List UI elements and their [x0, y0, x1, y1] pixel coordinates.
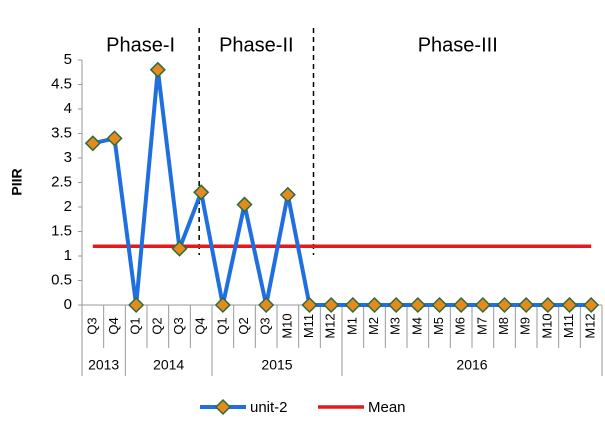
group-label: 2014: [153, 357, 184, 373]
y-tick-label: 4: [64, 100, 72, 117]
marker: [171, 240, 188, 257]
y-tick-label: 0: [64, 296, 72, 313]
y-tick-label: 1: [64, 247, 72, 264]
phase-label: Phase-I: [106, 34, 175, 56]
legend-marker: [214, 398, 232, 416]
marker: [496, 296, 513, 314]
y-tick-label: 2: [64, 198, 72, 215]
group-label: 2016: [456, 357, 487, 373]
marker: [193, 184, 210, 201]
x-tick-label: M12: [323, 313, 338, 338]
series-line: [92, 67, 592, 307]
marker: [409, 296, 426, 314]
y-tick-label: 4.5: [51, 75, 72, 92]
x-tick-label: M5: [431, 317, 446, 335]
y-tick-label: 3.5: [51, 124, 72, 141]
phase-label: Phase-II: [219, 34, 293, 56]
x-tick-label: M1: [344, 317, 359, 335]
x-tick-label: Q3: [171, 317, 186, 334]
marker: [106, 130, 123, 147]
marker: [474, 296, 491, 314]
x-tick-label: Q2: [236, 317, 251, 334]
x-tick-label: M9: [518, 317, 533, 335]
marker: [84, 135, 101, 152]
x-tick-label: Q3: [258, 317, 273, 334]
marker: [323, 296, 340, 314]
y-tick-label: 1.5: [51, 222, 72, 239]
x-tick-label: M7: [474, 317, 489, 335]
legend-label: unit-2: [250, 399, 288, 416]
marker: [366, 296, 383, 314]
marker: [214, 296, 231, 314]
x-tick-label: Q1: [214, 317, 229, 334]
x-tick-label: M11: [301, 314, 316, 338]
x-tick-label: M6: [453, 317, 468, 335]
marker: [561, 296, 578, 314]
x-tick-label: Q2: [149, 317, 164, 334]
x-tick-label: Q1: [128, 317, 143, 334]
marker: [149, 61, 166, 78]
marker: [388, 296, 405, 314]
marker: [279, 186, 296, 203]
phase-label: Phase-III: [418, 34, 498, 56]
marker: [344, 296, 361, 314]
x-tick-label: M2: [366, 317, 381, 335]
marker: [583, 296, 600, 314]
y-axis-label: PIIR: [9, 168, 25, 195]
legend-label: Mean: [368, 399, 406, 416]
x-tick-label: Q3: [84, 317, 99, 334]
marker: [128, 296, 145, 314]
x-tick-label: M12: [583, 313, 598, 338]
marker: [453, 296, 470, 314]
y-tick-label: 2.5: [51, 173, 72, 190]
x-tick-label: Q4: [193, 317, 208, 334]
x-tick-label: M4: [409, 317, 424, 335]
y-tick-label: 0.5: [51, 271, 72, 288]
x-tick-label: M3: [388, 317, 403, 335]
x-tick-label: M10: [539, 313, 554, 338]
x-tick-label: Q4: [106, 317, 121, 334]
marker: [236, 196, 253, 213]
y-tick-label: 5: [64, 51, 72, 68]
marker: [258, 296, 275, 314]
group-label: 2015: [261, 357, 292, 373]
y-tick-label: 3: [64, 149, 72, 166]
x-tick-label: M10: [279, 313, 294, 338]
x-tick-label: M8: [496, 317, 511, 335]
x-tick-label: M11: [561, 314, 576, 338]
marker: [518, 296, 535, 314]
group-label: 2013: [88, 357, 119, 373]
marker: [301, 296, 318, 314]
marker: [539, 296, 556, 314]
marker: [431, 296, 448, 314]
